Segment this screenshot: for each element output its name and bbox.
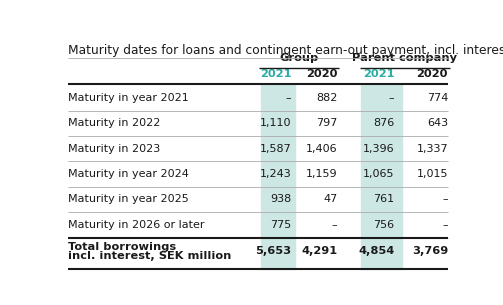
Text: 1,110: 1,110 — [260, 118, 292, 128]
Text: –: – — [286, 93, 292, 103]
Text: 1,396: 1,396 — [363, 144, 394, 154]
Text: Group: Group — [279, 53, 318, 63]
Text: 797: 797 — [316, 118, 337, 128]
Text: 1,065: 1,065 — [363, 169, 394, 179]
Text: 2020: 2020 — [416, 69, 448, 79]
Text: Parent company: Parent company — [352, 53, 457, 63]
Text: 47: 47 — [323, 195, 337, 204]
Bar — [361, 84, 402, 269]
Text: Maturity in year 2025: Maturity in year 2025 — [67, 195, 188, 204]
Text: Maturity in year 2021: Maturity in year 2021 — [67, 93, 188, 103]
Text: 761: 761 — [373, 195, 394, 204]
Text: –: – — [389, 93, 394, 103]
Text: 775: 775 — [270, 220, 292, 230]
Text: 1,406: 1,406 — [306, 144, 337, 154]
Text: 1,015: 1,015 — [416, 169, 448, 179]
Text: Maturity in 2022: Maturity in 2022 — [67, 118, 160, 128]
Text: 1,243: 1,243 — [260, 169, 292, 179]
Text: 882: 882 — [316, 93, 337, 103]
Text: incl. interest, SEK million: incl. interest, SEK million — [67, 251, 231, 261]
Text: –: – — [331, 220, 337, 230]
Text: 4,854: 4,854 — [358, 246, 394, 257]
Text: 2021: 2021 — [363, 69, 394, 79]
Text: 4,291: 4,291 — [301, 246, 337, 257]
Text: 1,337: 1,337 — [416, 144, 448, 154]
Text: Maturity in year 2024: Maturity in year 2024 — [67, 169, 189, 179]
Text: –: – — [443, 195, 448, 204]
Bar — [261, 84, 295, 269]
Text: Maturity in 2023: Maturity in 2023 — [67, 144, 160, 154]
Text: Maturity dates for loans and contingent earn-out payment, incl. interest:: Maturity dates for loans and contingent … — [67, 44, 503, 56]
Text: 1,159: 1,159 — [306, 169, 337, 179]
Text: 876: 876 — [373, 118, 394, 128]
Text: Total borrowings: Total borrowings — [67, 242, 176, 252]
Text: 1,587: 1,587 — [260, 144, 292, 154]
Text: –: – — [443, 220, 448, 230]
Text: 756: 756 — [373, 220, 394, 230]
Text: 3,769: 3,769 — [412, 246, 448, 257]
Text: 938: 938 — [270, 195, 292, 204]
Text: 643: 643 — [427, 118, 448, 128]
Text: 2020: 2020 — [306, 69, 337, 79]
Text: 2021: 2021 — [260, 69, 292, 79]
Text: 5,653: 5,653 — [256, 246, 292, 257]
Text: 774: 774 — [427, 93, 448, 103]
Text: Maturity in 2026 or later: Maturity in 2026 or later — [67, 220, 204, 230]
